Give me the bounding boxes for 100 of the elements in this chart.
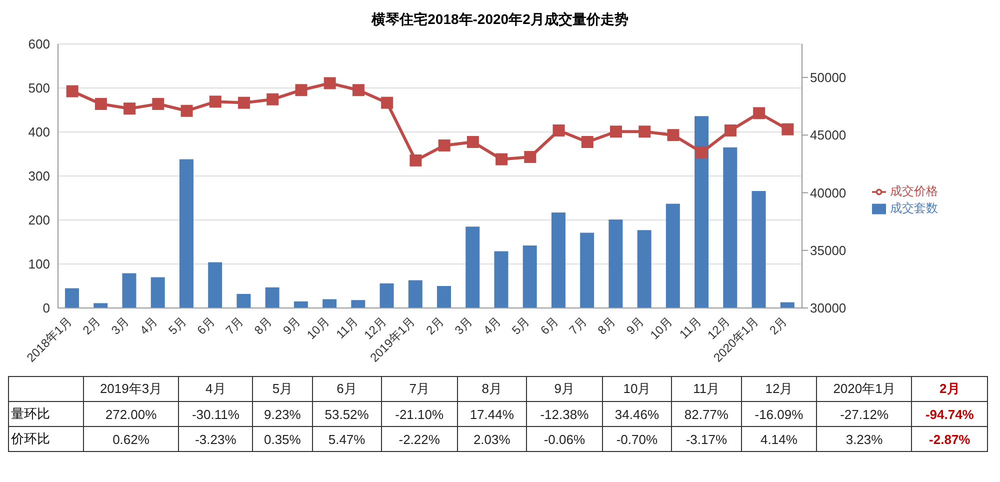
bar: [666, 204, 680, 308]
bar: [351, 300, 366, 308]
text: 17.44%: [470, 406, 514, 422]
point: [667, 129, 680, 142]
text: 4.14%: [760, 432, 798, 446]
x-tick-label: 5月: [252, 376, 312, 402]
bar: [179, 159, 194, 308]
text: 5.47%: [328, 432, 366, 446]
point: [266, 93, 279, 106]
bar: [494, 251, 508, 308]
text: -3.17%: [686, 432, 728, 446]
bar: [466, 226, 480, 308]
x-tick-label: 12月: [741, 376, 817, 402]
x-tick-label: 2月: [766, 314, 790, 338]
y-tick-label: 400: [28, 124, 50, 140]
text: -12.38%: [540, 406, 589, 422]
point: [410, 154, 422, 166]
bar: [580, 232, 594, 308]
bar: [380, 283, 394, 308]
bar: [265, 287, 280, 308]
point: [324, 77, 336, 90]
y-tick-label: 0: [42, 300, 50, 316]
point: [152, 98, 164, 110]
x-tick-label: 4月: [178, 376, 253, 402]
legend-label: 成交套数: [890, 201, 938, 215]
text: 53.52%: [324, 406, 369, 422]
bar: [94, 303, 108, 308]
x-tick-label: 7月: [223, 314, 246, 338]
y-tick-label: 600: [28, 36, 50, 52]
bar: [608, 220, 623, 308]
text: 2.03%: [473, 432, 510, 446]
point: [753, 107, 766, 120]
x-tick-label: 6月: [312, 376, 382, 402]
point: [180, 104, 193, 117]
text: -27.12%: [840, 406, 888, 422]
x-tick-label: 9月: [526, 376, 602, 402]
point: [782, 123, 794, 136]
point: [209, 96, 222, 108]
text: -2.87%: [929, 432, 970, 446]
point: [238, 96, 250, 109]
x-tick-label: 8月: [252, 314, 275, 338]
x-tick-label: 11月: [672, 376, 742, 402]
x-tick-label: 10月: [304, 314, 332, 342]
x-tick-label: 4月: [480, 314, 504, 338]
text: -2.22%: [398, 432, 440, 446]
x-tick-label: 2019年3月: [84, 376, 179, 402]
legend-label: 成交价格: [890, 184, 938, 198]
text: 272.00%: [105, 406, 157, 422]
point: [696, 146, 708, 158]
x-tick-label: 3月: [108, 314, 132, 338]
point: [638, 126, 651, 138]
point: [94, 98, 107, 110]
point: [524, 150, 536, 163]
point: [724, 124, 736, 136]
bar: [294, 301, 308, 308]
x-tick-label: 9月: [280, 314, 304, 338]
point: [438, 139, 450, 152]
text: -21.10%: [395, 406, 444, 422]
x-tick-label: 5月: [509, 314, 532, 338]
point: [466, 136, 479, 148]
point: [295, 84, 308, 96]
x-tick-label: 2月: [912, 376, 988, 402]
bar: [522, 246, 537, 308]
x-tick-label: 8月: [457, 376, 527, 402]
y2-tick-label: 30000: [810, 300, 846, 316]
text: 0.62%: [112, 432, 150, 446]
text: -3.23%: [195, 432, 236, 446]
point: [581, 136, 594, 148]
bar: [65, 288, 79, 308]
bar: [694, 116, 709, 308]
y-tick-label: 100: [28, 256, 50, 272]
chart-title: 横琴住宅2018年-2020年2月成交量价走势: [370, 10, 630, 29]
bar: [551, 212, 566, 308]
x-tick-label: 3月: [452, 314, 476, 338]
x-tick-label: 6月: [194, 314, 218, 338]
y-tick-label: 量环比: [8, 402, 84, 426]
y2-tick-label: 50000: [810, 70, 846, 86]
text: -0.06%: [544, 432, 586, 446]
y-tick-label: 300: [28, 168, 50, 184]
y2-tick-label: 35000: [810, 242, 846, 258]
x-tick-label: 5月: [166, 314, 189, 338]
x-tick-label: 2月: [80, 314, 104, 338]
x-tick-label: 7月: [382, 376, 458, 402]
x-tick-label: 10月: [648, 314, 676, 342]
y2-tick-label: 45000: [810, 128, 846, 143]
text: -16.09%: [754, 406, 804, 422]
point: [610, 126, 622, 138]
bar: [322, 299, 337, 308]
text: 34.46%: [614, 406, 659, 422]
x-tick-label: 2月: [423, 314, 446, 338]
text: 3.23%: [846, 432, 883, 446]
point: [124, 102, 136, 115]
text: 0.35%: [264, 432, 301, 446]
y-tick-label: 价环比: [8, 426, 84, 452]
point: [381, 96, 394, 109]
x-tick-label: 2020年1月: [816, 376, 912, 402]
text: 9.23%: [264, 406, 301, 422]
point: [552, 124, 565, 136]
text: 82.77%: [684, 406, 728, 422]
bar: [637, 230, 652, 308]
